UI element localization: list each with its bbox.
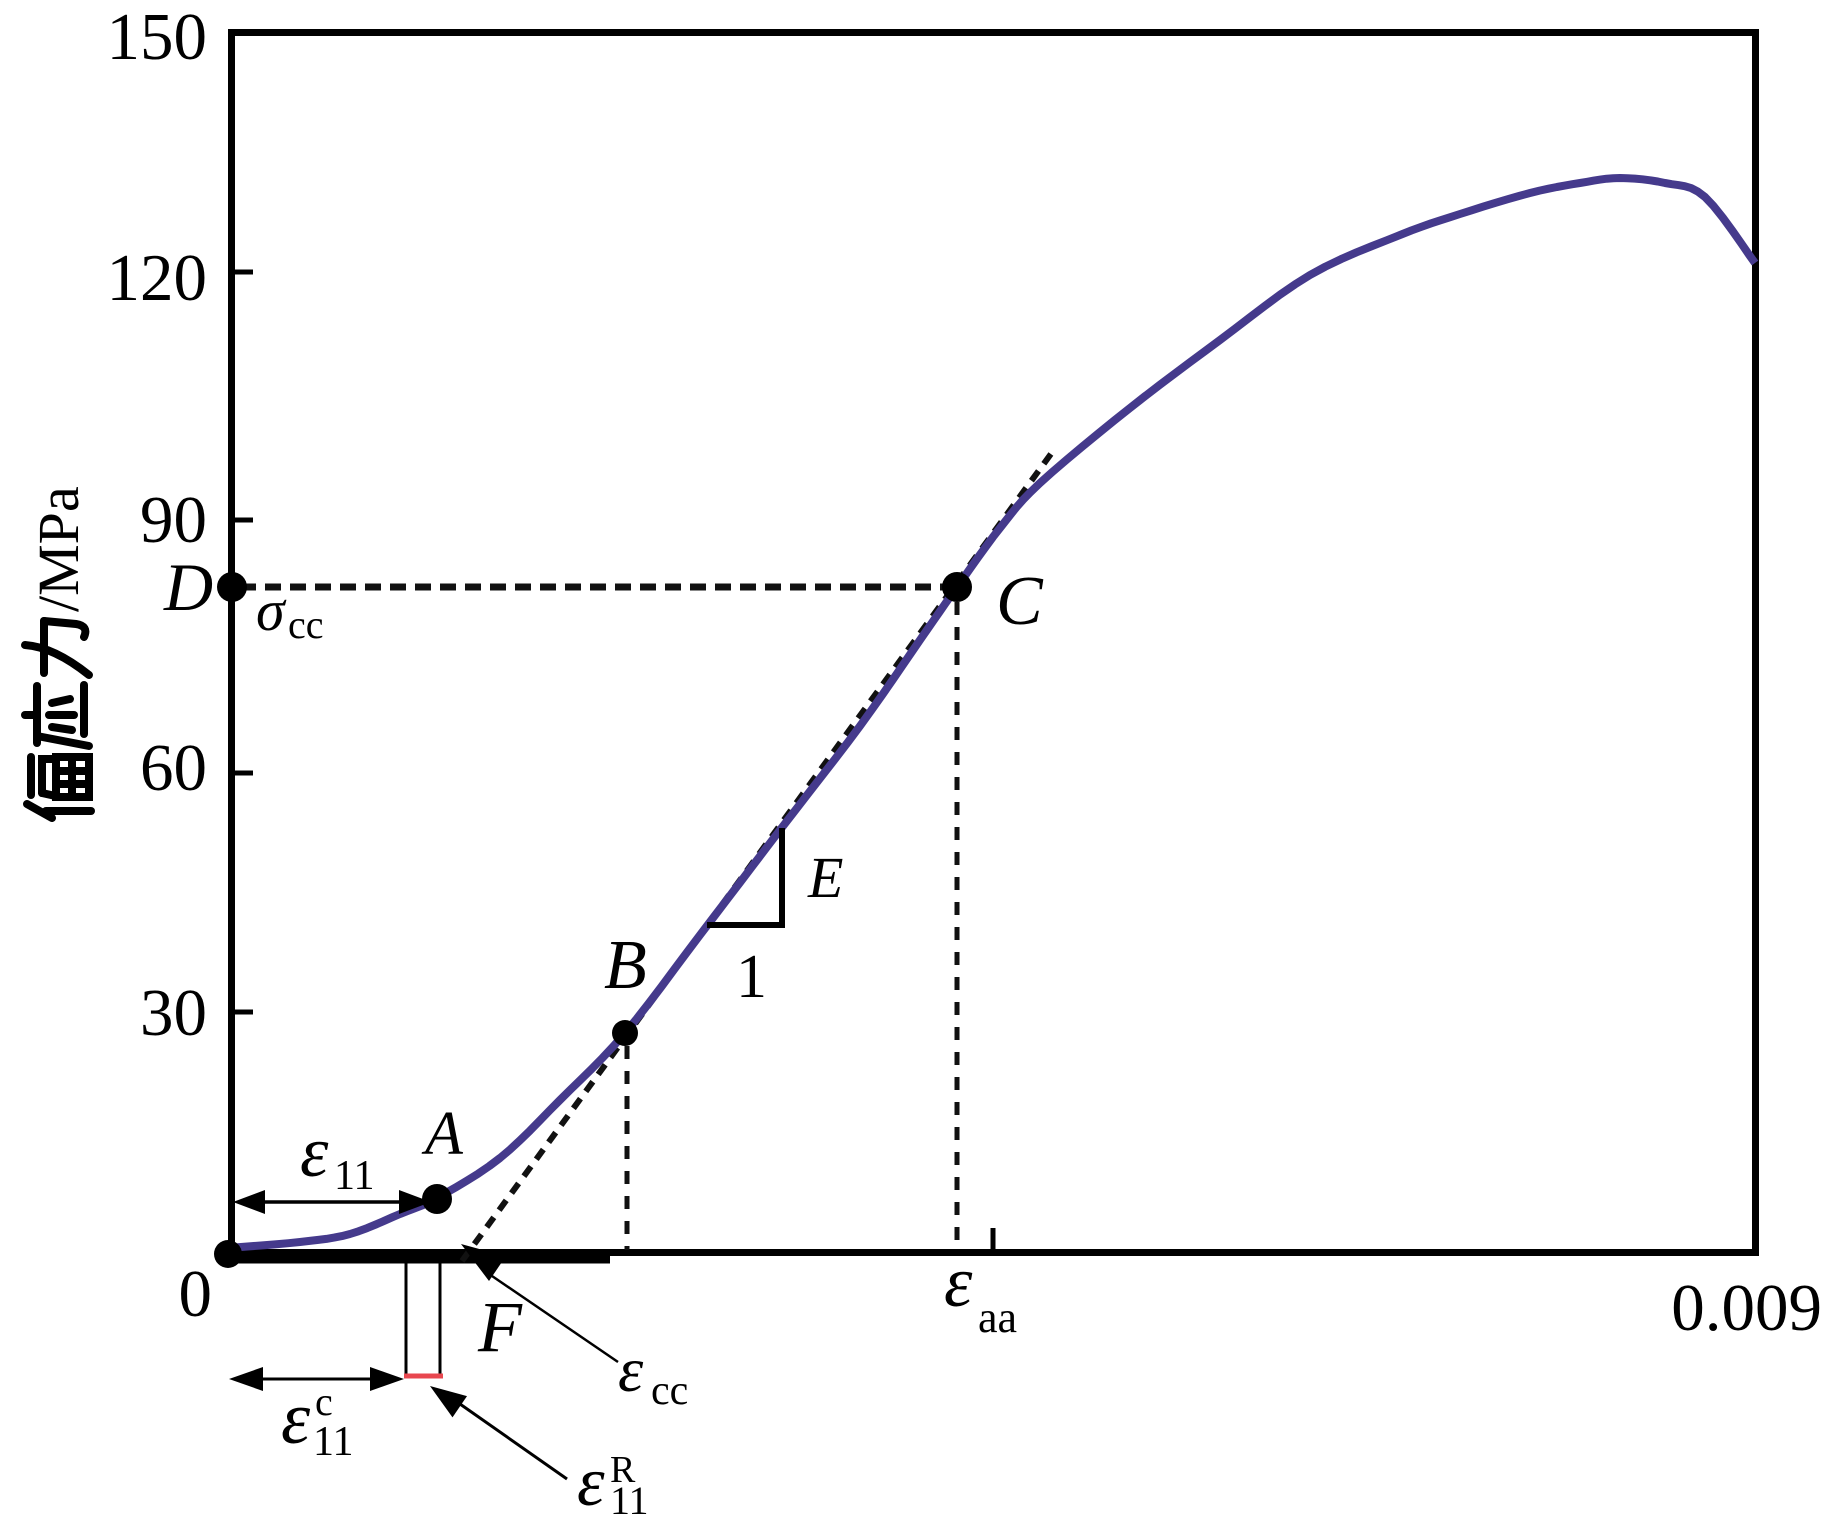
svg-text:1: 1 (736, 943, 767, 1011)
svg-text:11: 11 (334, 1153, 374, 1199)
svg-text:c: c (315, 1379, 333, 1424)
svg-text:120: 120 (107, 241, 208, 315)
svg-text:aa: aa (978, 1293, 1017, 1342)
svg-text:11: 11 (313, 1419, 353, 1465)
svg-text:ε: ε (618, 1334, 644, 1405)
svg-text:0.009: 0.009 (1671, 1271, 1822, 1345)
svg-text:cc: cc (651, 1368, 688, 1414)
svg-text:0: 0 (179, 1257, 213, 1331)
svg-text:E: E (807, 845, 843, 910)
svg-text:ε: ε (281, 1378, 311, 1460)
svg-text:C: C (996, 563, 1044, 640)
svg-text:ε: ε (944, 1242, 973, 1322)
svg-text:ε: ε (300, 1112, 329, 1192)
svg-text:R: R (610, 1449, 636, 1491)
svg-text:D: D (163, 549, 213, 625)
svg-text:B: B (604, 927, 647, 1004)
svg-text:cc: cc (288, 602, 324, 647)
svg-text:F: F (477, 1287, 523, 1367)
svg-text:ε: ε (577, 1444, 605, 1521)
svg-text:30: 30 (140, 976, 207, 1050)
svg-text:A: A (421, 1100, 464, 1168)
svg-text:σ: σ (256, 578, 287, 643)
svg-text:150: 150 (107, 0, 208, 74)
svg-text:11: 11 (610, 1478, 649, 1523)
svg-text:/MPa: /MPa (26, 486, 91, 612)
svg-text:60: 60 (140, 731, 207, 805)
svg-text:90: 90 (140, 483, 207, 557)
